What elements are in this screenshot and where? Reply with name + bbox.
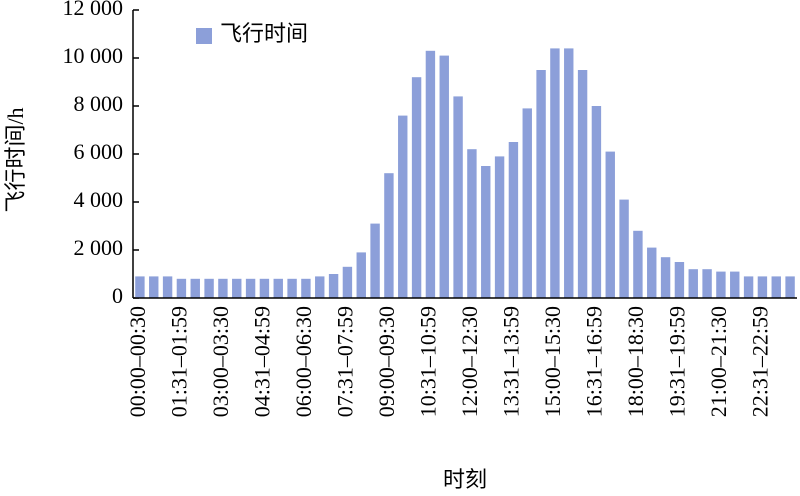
bar xyxy=(149,276,159,298)
y-tick-label: 12 000 xyxy=(63,0,124,20)
y-tick-label: 0 xyxy=(112,283,123,308)
y-tick-label: 10 000 xyxy=(63,43,124,68)
bar xyxy=(771,276,781,298)
x-tick-label: 16:31–16:59 xyxy=(581,306,606,417)
y-tick-label: 8 000 xyxy=(74,91,124,116)
x-tick-label: 15:00–15:30 xyxy=(540,306,565,417)
bar xyxy=(218,278,228,298)
legend-swatch xyxy=(196,28,212,44)
bar xyxy=(508,142,519,298)
bar xyxy=(411,77,422,298)
x-tick-label: 10:31–10:59 xyxy=(415,306,440,417)
bar xyxy=(591,106,602,298)
x-tick-label: 19:31–19:59 xyxy=(664,306,689,417)
bar xyxy=(342,266,353,298)
bar xyxy=(439,55,449,298)
bar xyxy=(453,96,463,299)
x-tick-label: 18:00–18:30 xyxy=(623,306,648,417)
bar xyxy=(259,278,270,298)
x-tick-label: 06:00–06:30 xyxy=(291,306,316,417)
x-tick-label: 09:00–09:30 xyxy=(374,306,399,417)
x-tick-label: 12:00–12:30 xyxy=(457,306,482,417)
bar xyxy=(315,276,325,298)
bar xyxy=(564,48,574,299)
bar xyxy=(536,70,546,298)
bar xyxy=(702,269,712,298)
bar xyxy=(577,70,588,298)
y-axis-label: 飞行时间/h xyxy=(3,107,28,212)
x-tick-label: 03:00–03:30 xyxy=(208,306,233,417)
y-tick-label: 2 000 xyxy=(74,235,124,260)
y-tick-label: 4 000 xyxy=(74,187,124,212)
bar xyxy=(716,271,726,298)
bar xyxy=(467,149,477,298)
x-tick-label: 13:31–13:59 xyxy=(498,306,523,417)
bar xyxy=(384,173,394,298)
x-axis-label: 时刻 xyxy=(443,467,487,492)
bar xyxy=(245,278,256,298)
bar xyxy=(757,276,768,298)
bar xyxy=(328,274,339,298)
bar xyxy=(522,108,532,299)
bar xyxy=(204,278,214,298)
legend-label: 飞行时间 xyxy=(220,21,308,46)
bar xyxy=(135,276,145,298)
bar xyxy=(481,166,491,298)
bar xyxy=(660,257,671,298)
bar xyxy=(619,199,629,298)
bar xyxy=(647,247,657,298)
bar xyxy=(785,276,795,298)
x-tick-label: 07:31–07:59 xyxy=(332,306,357,417)
x-tick-label: 21:00–21:30 xyxy=(706,306,731,417)
bar xyxy=(162,276,173,298)
bar xyxy=(398,115,408,298)
bar xyxy=(605,151,615,298)
bar xyxy=(550,48,560,299)
bar xyxy=(425,50,436,298)
x-tick-label: 04:31–04:59 xyxy=(249,306,274,417)
bar xyxy=(301,278,311,298)
bar xyxy=(370,223,380,298)
bar xyxy=(730,271,740,298)
bar xyxy=(273,278,283,298)
bar xyxy=(743,276,754,298)
x-tick-label: 01:31–01:59 xyxy=(166,306,191,417)
x-tick-label: 22:31–22:59 xyxy=(747,306,772,417)
bar xyxy=(688,269,698,298)
bar xyxy=(356,252,366,298)
bar xyxy=(232,278,242,298)
bar xyxy=(674,262,685,298)
bar xyxy=(176,278,187,298)
bar xyxy=(287,278,297,298)
bar xyxy=(633,230,643,298)
bar xyxy=(190,278,200,298)
x-tick-label: 00:00–00:30 xyxy=(125,306,150,417)
y-tick-label: 6 000 xyxy=(74,139,124,164)
bar xyxy=(494,156,505,298)
